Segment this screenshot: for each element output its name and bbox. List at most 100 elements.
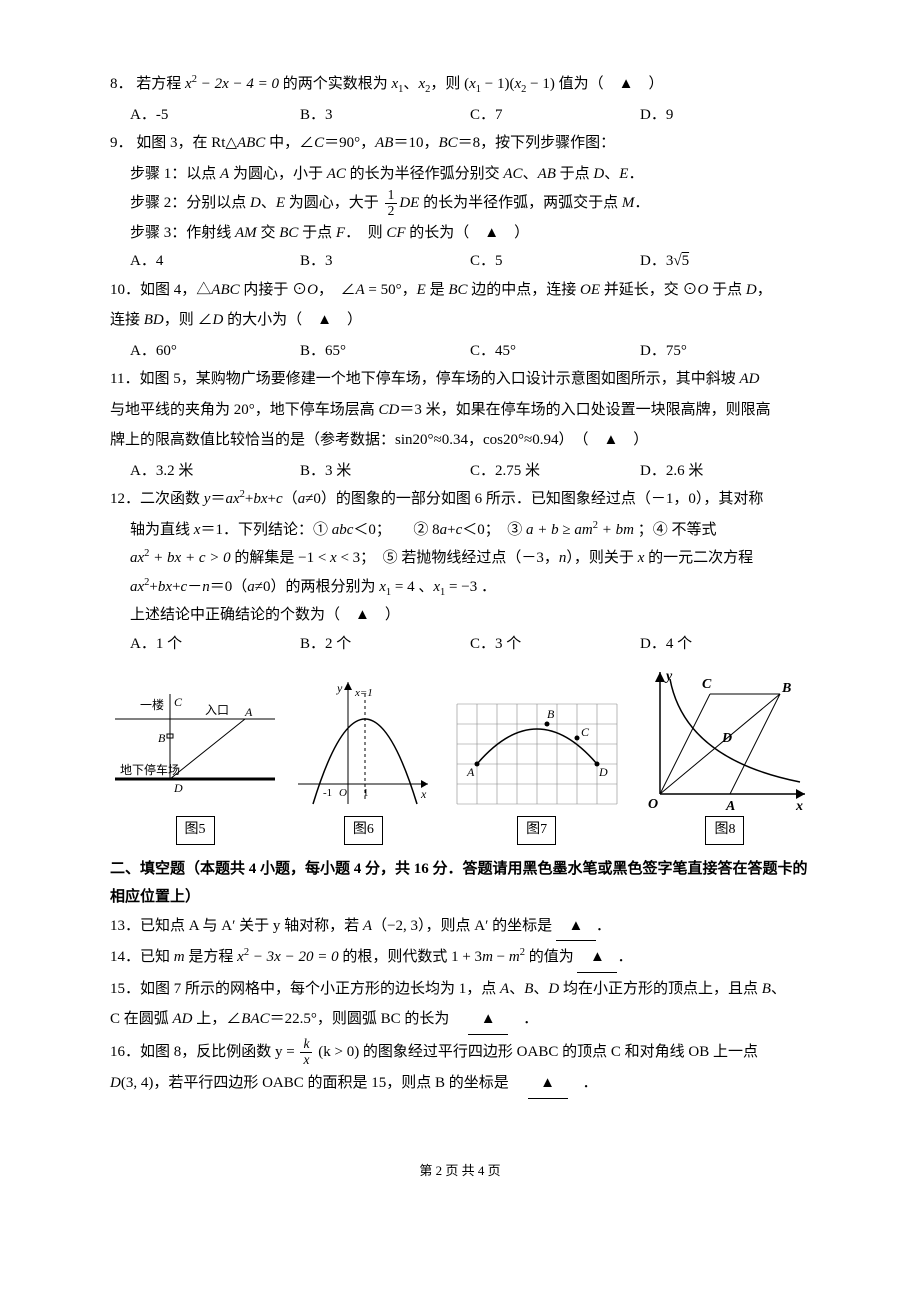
q8-num: 8． [110,76,133,92]
question-9: 9． 如图 3，在 Rt△ABC 中，∠C＝90°，AB＝10，BC＝8，按下列… [110,129,810,158]
figure-8: y x O A B C D 图8 [640,664,810,845]
svg-text:A: A [466,765,475,779]
q12-line2: 轴为直线 x＝1．下列结论：① abc＜0； ② 8a+c＜0； ③ a + b… [110,516,810,545]
q10-opt-c: C．45° [470,337,640,366]
svg-text:A: A [725,799,735,814]
figure-6: y x x=1 -1 O 1 图6 [293,674,433,845]
q16-line2: D(3, 4)，若平行四边形 OABC 的面积是 15，则点 B 的坐标是 ▲ … [110,1069,810,1099]
q11-line2: 与地平线的夹角为 20°，地下停车场层高 CD＝3 米，如果在停车场的入口处设置… [110,396,810,425]
q9-num: 9． [110,135,133,151]
q15-num: 15． [110,981,140,997]
question-16: 16．如图 8，反比例函数 y = kx (k > 0) 的图象经过平行四边形 … [110,1037,810,1068]
figure-6-caption: 图6 [344,816,383,845]
q14-blank: ▲ [577,943,617,973]
q12-num: 12． [110,491,140,507]
svg-text:地下停车场: 地下停车场 [120,762,180,777]
question-12: 12．二次函数 y＝ax2+bx+c（a≠0）的图象的一部分如图 6 所示．已知… [110,485,810,514]
q16-blank: ▲ [528,1069,568,1099]
figure-7: A B C D 图7 [447,694,627,845]
q13-num: 13． [110,918,140,934]
svg-text:y: y [664,669,673,684]
q11-line3: 牌上的限高数值比较恰当的是（参考数据：sin20°≈0.34，cos20°≈0.… [110,426,810,455]
q9-opt-d: D．3√5 [640,247,810,276]
svg-text:x: x [795,799,803,814]
svg-text:O: O [648,797,658,812]
q11-opt-d: D．2.6 米 [640,457,810,486]
q10-opt-d: D．75° [640,337,810,366]
q9-opt-c: C．5 [470,247,640,276]
q12-opt-d: D．4 个 [640,630,810,659]
question-15: 15．如图 7 所示的网格中，每个小正方形的边长均为 1，点 A、B、D 均在小… [110,975,810,1004]
q14-num: 14． [110,949,140,965]
fraction-half: 12 [385,188,398,219]
svg-text:B: B [547,707,555,721]
q10-opt-a: A．60° [130,337,300,366]
question-13: 13．已知点 A 与 A′ 关于 y 轴对称，若 A（−2, 3），则点 A′ … [110,912,810,942]
q12-line5: 上述结论中正确结论的个数为（ ▲ ） [110,601,810,630]
q11-num: 11． [110,371,139,387]
q12-opt-c: C．3 个 [470,630,640,659]
q13-blank: ▲ [556,912,596,942]
q12-opt-a: A．1 个 [130,630,300,659]
svg-text:A: A [244,705,253,719]
figure-5-svg: 一楼 C 入口 A B 地下停车场 D [110,684,280,814]
fraction-k-x: kx [300,1037,312,1068]
q12-line3: ax2 + bx + c > 0 的解集是 −1 < x < 3； ⑤ 若抛物线… [110,544,810,573]
question-8: 8． 若方程 x2 − 2x − 4 = 0 的两个实数根为 x1、x2，则 (… [110,70,810,99]
question-14: 14．已知 m 是方程 x2 − 3x − 20 = 0 的根，则代数式 1 +… [110,943,810,973]
svg-text:x: x [420,787,427,801]
svg-text:O: O [339,787,347,799]
svg-text:x=1: x=1 [354,687,373,699]
q8-text: 若方程 x2 − 2x − 4 = 0 的两个实数根为 x1、x2，则 (x1 … [136,76,663,92]
q15-blank: ▲ [468,1005,508,1035]
svg-text:D: D [173,781,183,795]
figure-5: 一楼 C 入口 A B 地下停车场 D 图5 [110,684,280,845]
q10-line2: 连接 BD，则 ∠D 的大小为（ ▲ ） [110,306,810,335]
svg-text:D: D [721,731,732,746]
figure-5-caption: 图5 [176,816,215,845]
figure-8-svg: y x O A B C D [640,664,810,814]
svg-text:B: B [158,731,166,745]
q11-opt-b: B．3 米 [300,457,470,486]
svg-text:C: C [174,695,183,709]
q9-step3: 步骤 3：作射线 AM 交 BC 于点 F． 则 CF 的长为（ ▲ ） [110,219,810,248]
question-11: 11．如图 5，某购物广场要修建一个地下停车场，停车场的入口设计示意图如图所示，… [110,365,810,394]
page-footer: 第 2 页 共 4 页 [110,1159,810,1184]
svg-text:B: B [781,681,791,696]
q8-opt-d: D．9 [640,101,810,130]
svg-text:1: 1 [363,787,369,799]
q15-line2: C 在圆弧 AD 上，∠BAC＝22.5°，则圆弧 BC 的长为 ▲ ． [110,1005,810,1035]
svg-text:C: C [702,677,712,692]
q10-options: A．60° B．65° C．45° D．75° [110,337,810,366]
q9-options: A．4 B．3 C．5 D．3√5 [110,247,810,276]
svg-text:一楼: 一楼 [140,697,164,712]
svg-text:-1: -1 [323,787,332,799]
q12-line4: ax2+bx+c－n＝0（a≠0）的两根分别为 x1 = 4 、x1 = −3 … [110,573,810,602]
svg-text:D: D [598,765,608,779]
q11-opt-a: A．3.2 米 [130,457,300,486]
svg-text:入口: 入口 [205,703,229,717]
q11-options: A．3.2 米 B．3 米 C．2.75 米 D．2.6 米 [110,457,810,486]
q12-opt-b: B．2 个 [300,630,470,659]
figure-7-caption: 图7 [517,816,556,845]
svg-text:C: C [581,725,590,739]
q16-num: 16． [110,1044,140,1060]
q9-opt-b: B．3 [300,247,470,276]
q8-opt-a: A．-5 [130,101,300,130]
q8-opt-b: B．3 [300,101,470,130]
section-2-title: 二、填空题（本题共 4 小题，每小题 4 分，共 16 分．答题请用黑色墨水笔或… [110,855,810,912]
q9-step2: 步骤 2：分别以点 D、E 为圆心，大于 12DE 的长为半径作弧，两弧交于点 … [110,188,810,219]
q8-opt-c: C．7 [470,101,640,130]
figure-6-svg: y x x=1 -1 O 1 [293,674,433,814]
question-10: 10．如图 4，△ABC 内接于 ⊙O， ∠A = 50°，E 是 BC 边的中… [110,276,810,305]
q8-options: A．-5 B．3 C．7 D．9 [110,101,810,130]
q11-opt-c: C．2.75 米 [470,457,640,486]
figure-8-caption: 图8 [705,816,744,845]
q10-num: 10． [110,282,140,298]
figure-7-svg: A B C D [447,694,627,814]
q12-options: A．1 个 B．2 个 C．3 个 D．4 个 [110,630,810,659]
q9-step1: 步骤 1：以点 A 为圆心，小于 AC 的长为半径作弧分别交 AC、AB 于点 … [110,160,810,189]
figures-row: 一楼 C 入口 A B 地下停车场 D 图5 y x x=1 -1 O [110,664,810,845]
q10-opt-b: B．65° [300,337,470,366]
svg-text:y: y [336,681,343,695]
